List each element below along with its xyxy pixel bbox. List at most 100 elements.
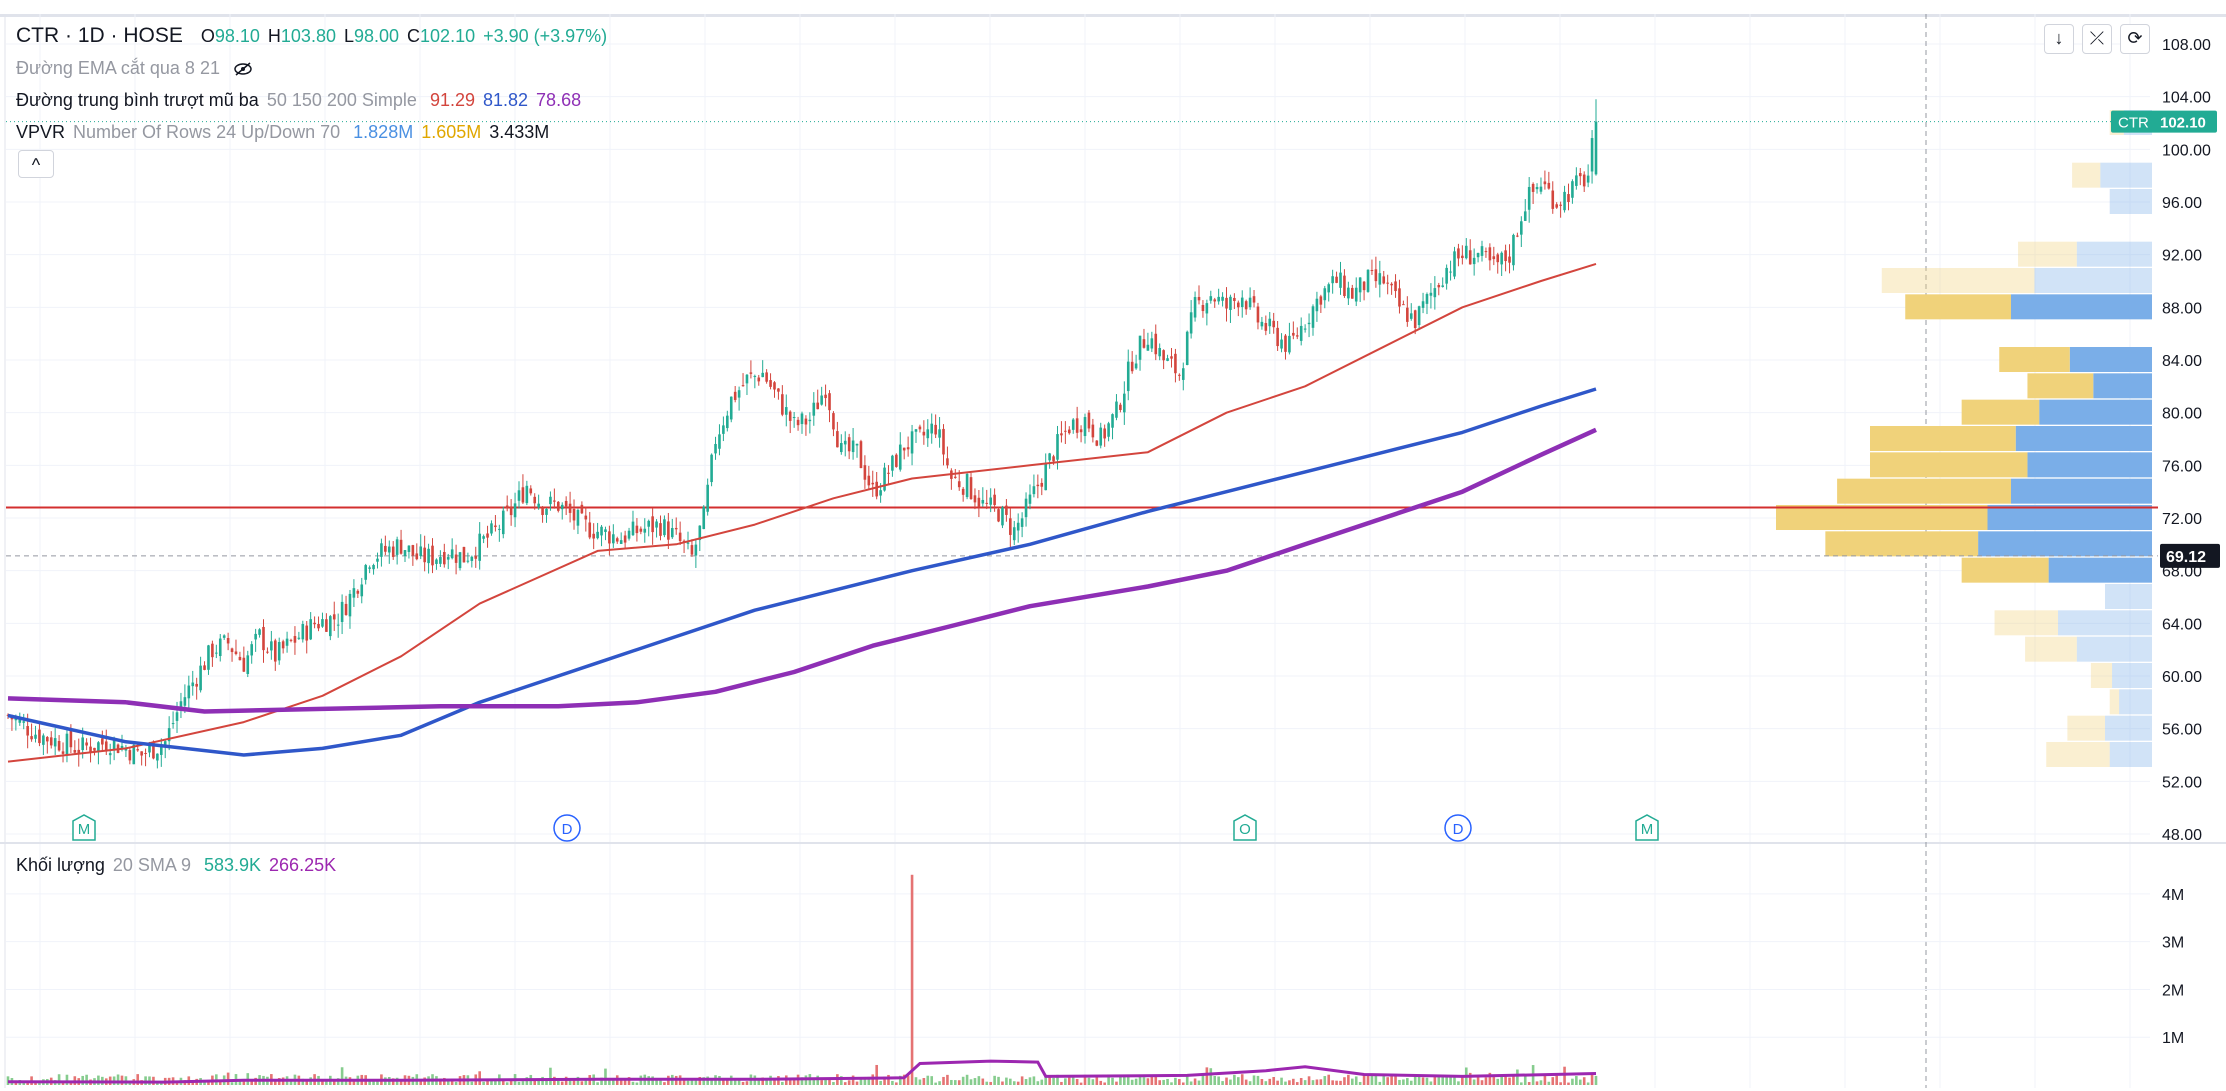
restore-icon[interactable]: ⟳ <box>2120 24 2150 54</box>
vpvr-legend[interactable]: VPVR Number Of Rows 24 Up/Down 70 1.828M 1… <box>16 120 557 144</box>
candle-up <box>427 548 430 564</box>
volume-bar <box>517 1081 521 1085</box>
volume-bar <box>926 1075 930 1085</box>
volume-bar <box>521 1081 525 1085</box>
candle-up <box>851 440 855 453</box>
candle-up <box>1500 252 1503 265</box>
candle-down <box>443 552 446 565</box>
candle-up <box>820 395 823 405</box>
volume-bar <box>922 1078 926 1085</box>
volume-bar <box>832 1082 835 1085</box>
candle-down <box>1201 304 1205 312</box>
volume-bar <box>820 1080 823 1085</box>
candle-up <box>159 745 163 755</box>
volume-bar <box>1126 1074 1130 1085</box>
volume-bar <box>733 1079 737 1085</box>
candle-up <box>1028 494 1032 504</box>
candle-up <box>1111 414 1114 428</box>
candle-up <box>718 434 721 449</box>
symbol-title[interactable]: CTR · 1D · HOSE <box>16 24 183 47</box>
candle-up <box>631 521 635 536</box>
volume-bar <box>1571 1078 1574 1085</box>
candle-down <box>1079 429 1083 433</box>
candle-down <box>592 533 595 539</box>
volume-bar <box>1386 1077 1389 1085</box>
volume-bar <box>1012 1081 1016 1085</box>
vpvr-down-bar <box>1837 478 2011 504</box>
candle-up <box>1240 297 1244 308</box>
volume-bar <box>57 1074 61 1085</box>
price-tick-label: 104.00 <box>2162 90 2211 107</box>
candle-up <box>215 652 218 654</box>
candle-up <box>1134 363 1138 369</box>
candle-up <box>549 496 552 505</box>
candle-up <box>148 745 151 753</box>
ema-legend[interactable]: Đường EMA cắt qua 8 21 <box>16 56 253 80</box>
change-value: +3.90 (+3.97%) <box>483 26 608 46</box>
volume-bar <box>1024 1078 1028 1085</box>
candle-down <box>1005 505 1008 515</box>
candle-up <box>1056 434 1059 460</box>
volume-bar <box>918 1079 922 1085</box>
candle-down <box>317 623 320 629</box>
candle-down <box>828 393 831 411</box>
collapse-legend-button[interactable]: ^ <box>18 150 54 178</box>
volume-bar <box>942 1076 945 1085</box>
volume-bar <box>993 1075 996 1085</box>
volume-bar <box>1421 1077 1425 1085</box>
candle-down <box>922 431 926 436</box>
ma-legend[interactable]: Đường trung bình trượt mũ ba 50 150 200 S… <box>16 88 589 112</box>
candle-down <box>969 477 973 500</box>
candle-down <box>266 651 269 653</box>
candle-down <box>93 747 96 751</box>
candle-down <box>454 554 458 563</box>
candle-down <box>863 465 867 480</box>
volume-bar <box>828 1078 831 1085</box>
volume-bar <box>568 1079 572 1085</box>
candle-down <box>733 391 737 400</box>
fullscreen-icon[interactable]: ⤫ <box>2082 24 2112 54</box>
candle-down <box>211 643 214 658</box>
volume-bar <box>1567 1082 1570 1085</box>
volume-bar <box>1539 1080 1543 1085</box>
volume-bar <box>788 1078 792 1085</box>
candle-down <box>942 428 945 455</box>
candle-down <box>273 640 277 662</box>
candle-up <box>254 633 257 640</box>
candle-up <box>167 728 171 742</box>
volume-bar <box>781 1081 784 1085</box>
candle-down <box>667 521 670 540</box>
volume-bar <box>26 1082 29 1085</box>
volume-bar <box>1248 1081 1252 1085</box>
volume-bar <box>65 1074 69 1085</box>
candle-down <box>997 509 1000 522</box>
volume-bar <box>1315 1079 1319 1085</box>
candle-down <box>128 750 132 761</box>
volume-bar <box>1516 1069 1519 1085</box>
volume-bar <box>273 1081 277 1085</box>
candle-down <box>494 525 497 528</box>
candle-up <box>407 545 411 552</box>
volume-bar <box>1362 1074 1366 1085</box>
candle-down <box>816 402 820 410</box>
candle-up <box>938 429 941 438</box>
candle-up <box>1248 297 1252 308</box>
download-icon[interactable]: ↓ <box>2044 24 2074 54</box>
volume-bar <box>486 1078 489 1085</box>
candle-down <box>1437 285 1441 288</box>
eye-hidden-icon[interactable] <box>233 62 253 76</box>
candle-down <box>1233 297 1236 301</box>
candle-down <box>623 535 627 543</box>
candle-up <box>1012 527 1016 541</box>
candle-up <box>1016 522 1020 531</box>
candle-down <box>1213 299 1217 302</box>
candle-down <box>859 441 863 469</box>
candle-down <box>1244 301 1248 310</box>
candle-up <box>604 529 607 532</box>
volume-bar <box>863 1077 867 1085</box>
volume-legend[interactable]: Khối lượng 20 SMA 9 583.9K 266.25K <box>16 853 344 877</box>
volume-bar <box>1543 1075 1547 1085</box>
vpvr-up-bar <box>2093 373 2152 399</box>
volume-bar <box>1292 1078 1295 1085</box>
